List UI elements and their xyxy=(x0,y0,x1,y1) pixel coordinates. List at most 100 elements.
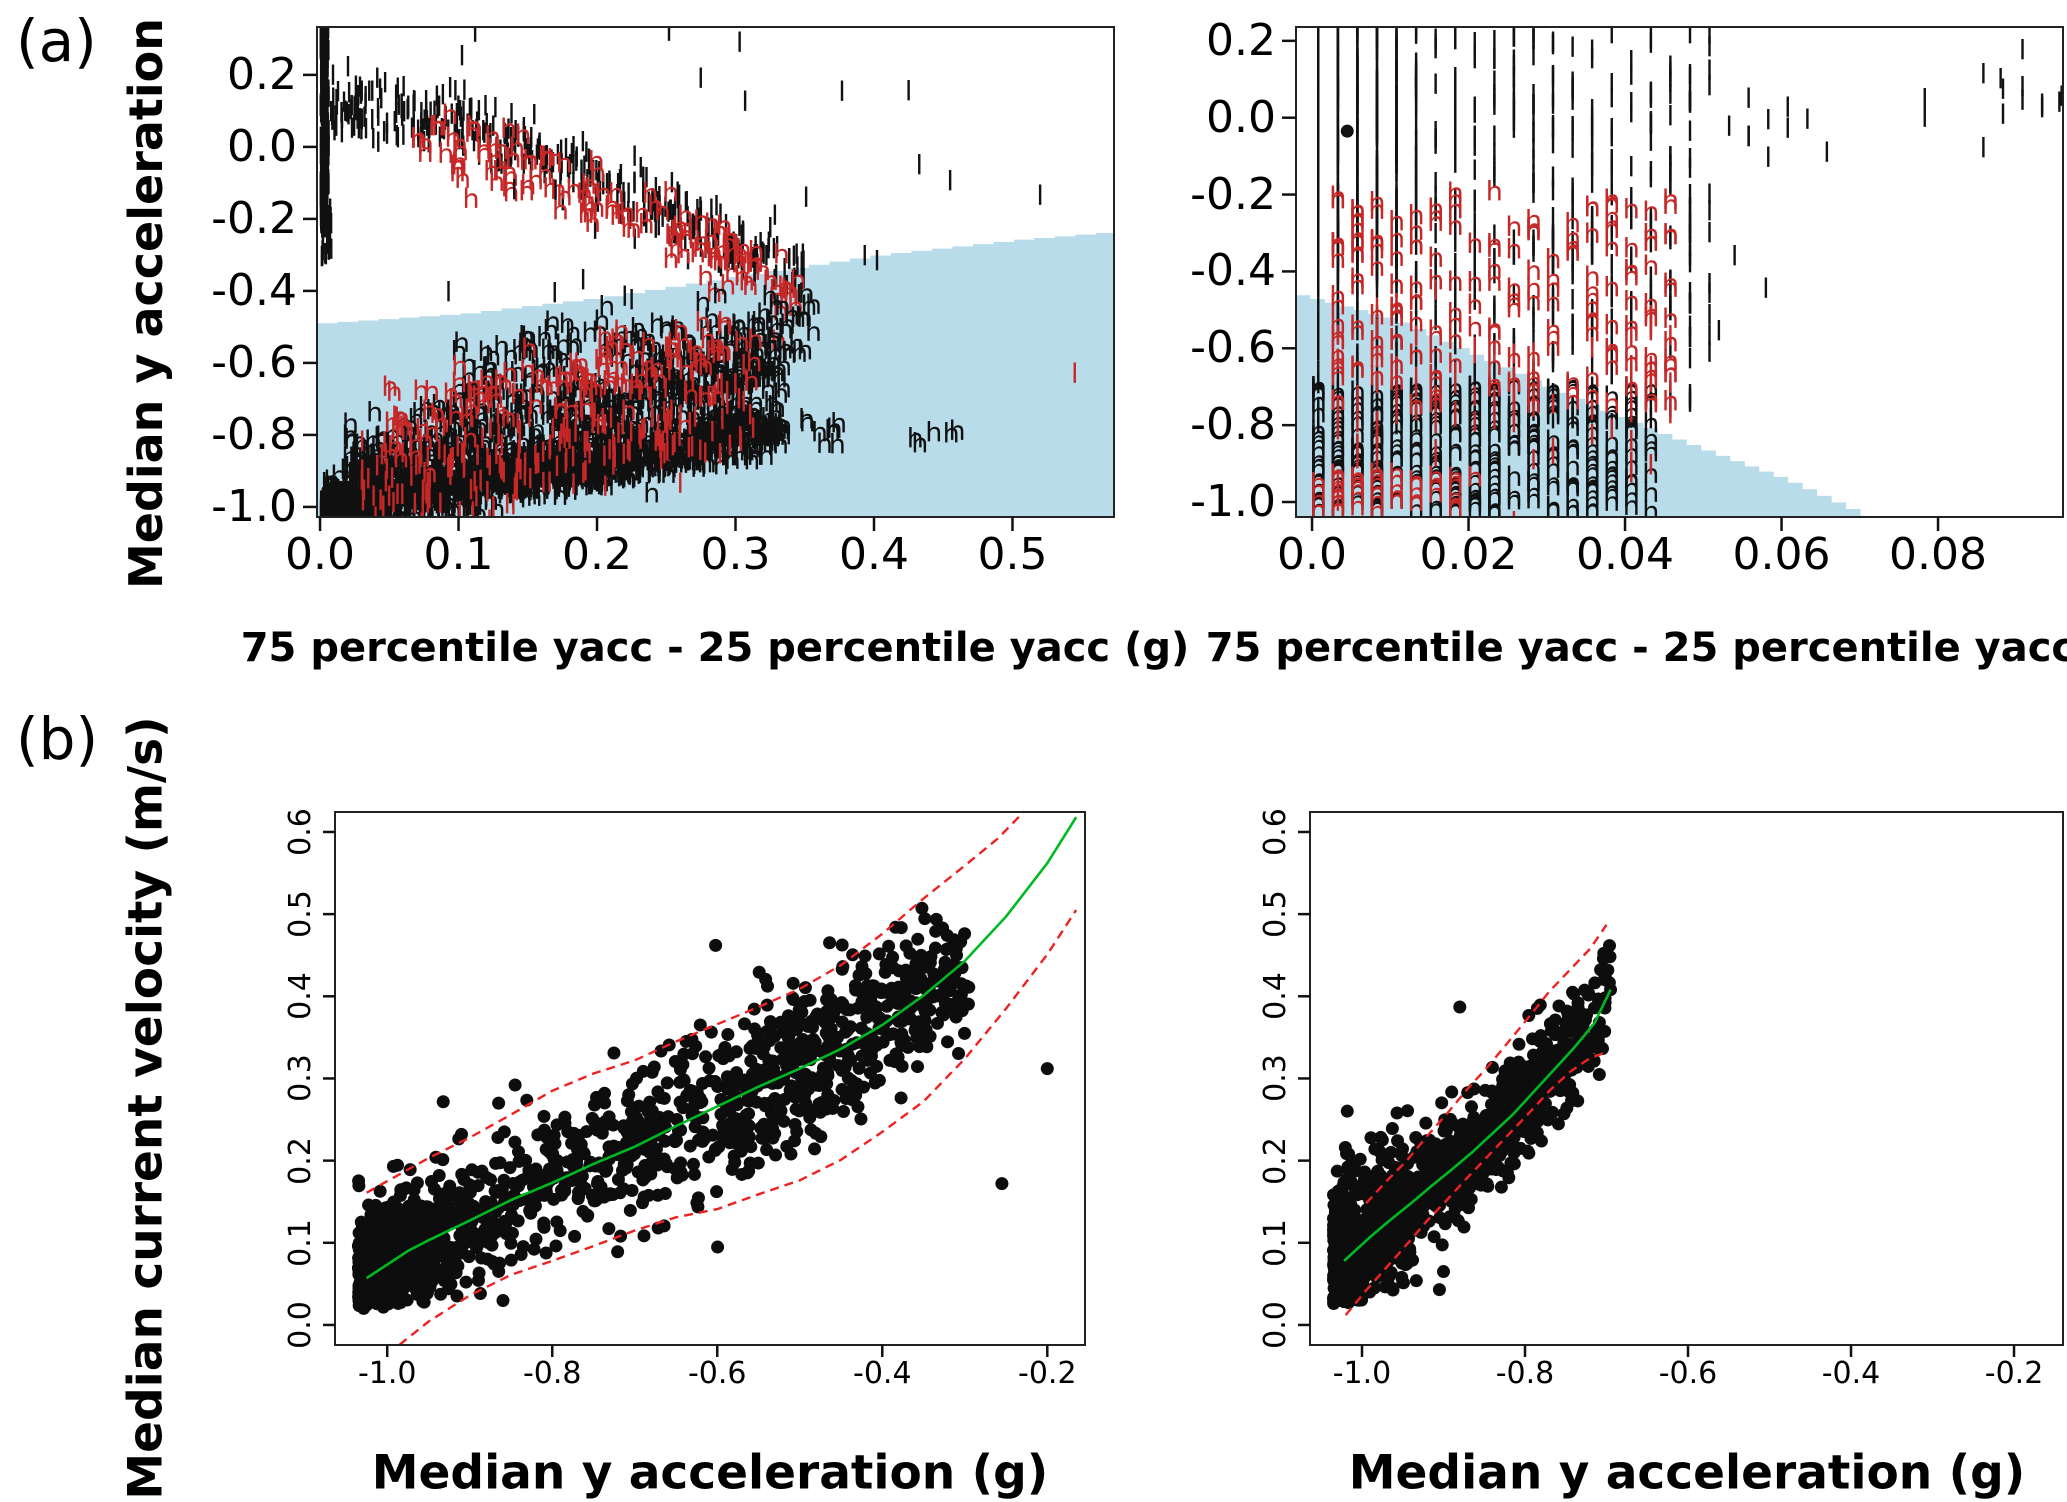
y-tick-label: 0.5 xyxy=(283,890,318,938)
svg-text:l: l xyxy=(338,99,346,130)
svg-text:l: l xyxy=(670,207,678,238)
svg-text:l: l xyxy=(374,95,382,126)
svg-text:l: l xyxy=(631,168,639,199)
svg-text:l: l xyxy=(323,75,331,106)
svg-text:l: l xyxy=(318,171,326,202)
svg-text:h: h xyxy=(1349,237,1366,268)
svg-text:l: l xyxy=(325,236,333,267)
svg-text:l: l xyxy=(772,261,780,292)
svg-text:l: l xyxy=(359,486,367,517)
svg-text:l: l xyxy=(398,90,406,121)
svg-text:l: l xyxy=(696,218,704,249)
svg-text:l: l xyxy=(535,132,543,163)
svg-text:l: l xyxy=(739,254,747,285)
svg-text:l: l xyxy=(323,195,331,226)
svg-text:l: l xyxy=(645,188,653,219)
y-tick-label: 0.0 xyxy=(283,1301,318,1349)
svg-text:l: l xyxy=(325,131,333,162)
svg-text:l: l xyxy=(1471,340,1479,371)
svg-text:l: l xyxy=(1608,415,1616,446)
svg-text:l: l xyxy=(320,97,328,128)
svg-text:l: l xyxy=(757,228,765,259)
svg-text:l: l xyxy=(321,34,329,65)
svg-text:l: l xyxy=(321,209,329,240)
svg-text:l: l xyxy=(749,244,757,275)
svg-text:l: l xyxy=(318,174,326,205)
svg-text:l: l xyxy=(321,206,329,237)
svg-text:l: l xyxy=(323,16,331,47)
svg-text:l: l xyxy=(684,246,692,277)
svg-text:l: l xyxy=(317,92,325,123)
svg-text:l: l xyxy=(637,154,645,185)
svg-text:l: l xyxy=(362,83,370,114)
svg-text:l: l xyxy=(321,73,329,104)
svg-text:h: h xyxy=(565,175,582,206)
svg-text:l: l xyxy=(318,151,326,182)
svg-text:l: l xyxy=(648,189,656,220)
svg-text:l: l xyxy=(790,242,798,273)
svg-text:l: l xyxy=(445,277,453,308)
svg-text:l: l xyxy=(350,112,358,143)
svg-text:l: l xyxy=(322,115,330,146)
svg-text:l: l xyxy=(603,169,611,200)
svg-text:l: l xyxy=(759,238,767,269)
svg-text:l: l xyxy=(1471,93,1479,124)
svg-text:l: l xyxy=(320,73,328,104)
svg-text:l: l xyxy=(1667,68,1675,99)
x-axis-title-b-left: Median y acceleration (g) xyxy=(372,1450,1048,1497)
svg-text:l: l xyxy=(319,83,327,114)
svg-text:l: l xyxy=(318,81,326,112)
svg-text:l: l xyxy=(1549,163,1557,194)
svg-text:l: l xyxy=(320,115,328,146)
svg-text:l: l xyxy=(490,492,498,523)
svg-text:l: l xyxy=(324,140,332,171)
svg-text:l: l xyxy=(581,152,589,183)
x-tick-label: -1.0 xyxy=(358,1359,417,1389)
svg-text:l: l xyxy=(322,105,330,136)
svg-text:l: l xyxy=(541,160,549,191)
svg-text:l: l xyxy=(323,138,331,169)
svg-text:l: l xyxy=(1715,316,1723,347)
svg-text:l: l xyxy=(320,56,328,87)
svg-text:l: l xyxy=(323,24,331,55)
svg-text:l: l xyxy=(625,179,633,210)
svg-text:l: l xyxy=(527,133,535,164)
y-tick-label: -0.6 xyxy=(1190,326,1276,370)
svg-text:l: l xyxy=(557,136,565,167)
svg-text:l: l xyxy=(322,206,330,237)
svg-text:h: h xyxy=(780,274,797,305)
svg-text:l: l xyxy=(318,209,326,240)
svg-text:l: l xyxy=(1980,60,1988,91)
svg-text:l: l xyxy=(319,207,327,238)
svg-text:l: l xyxy=(1412,126,1420,157)
svg-text:l: l xyxy=(753,240,761,271)
svg-text:l: l xyxy=(372,503,380,534)
svg-text:l: l xyxy=(1530,119,1538,150)
svg-text:l: l xyxy=(320,153,328,184)
svg-text:l: l xyxy=(502,141,510,172)
svg-text:l: l xyxy=(322,115,330,146)
svg-text:l: l xyxy=(383,120,391,151)
svg-text:h: h xyxy=(696,383,713,414)
svg-text:l: l xyxy=(356,104,364,135)
svg-text:l: l xyxy=(643,163,651,194)
svg-text:l: l xyxy=(321,146,329,177)
svg-text:l: l xyxy=(669,201,677,232)
svg-text:l: l xyxy=(332,102,340,133)
svg-text:h: h xyxy=(677,221,694,252)
svg-text:l: l xyxy=(318,171,326,202)
svg-text:l: l xyxy=(320,213,328,244)
svg-text:l: l xyxy=(702,234,710,265)
svg-text:l: l xyxy=(356,73,364,104)
svg-text:l: l xyxy=(321,165,329,196)
svg-text:l: l xyxy=(321,81,329,112)
svg-text:l: l xyxy=(1686,19,1694,50)
svg-text:l: l xyxy=(585,145,593,176)
svg-text:l: l xyxy=(419,115,427,146)
svg-text:h: h xyxy=(628,370,645,401)
svg-text:l: l xyxy=(378,85,386,116)
svg-text:l: l xyxy=(326,195,334,226)
svg-text:l: l xyxy=(323,194,331,225)
svg-text:h: h xyxy=(1447,267,1464,298)
svg-text:l: l xyxy=(799,240,807,271)
